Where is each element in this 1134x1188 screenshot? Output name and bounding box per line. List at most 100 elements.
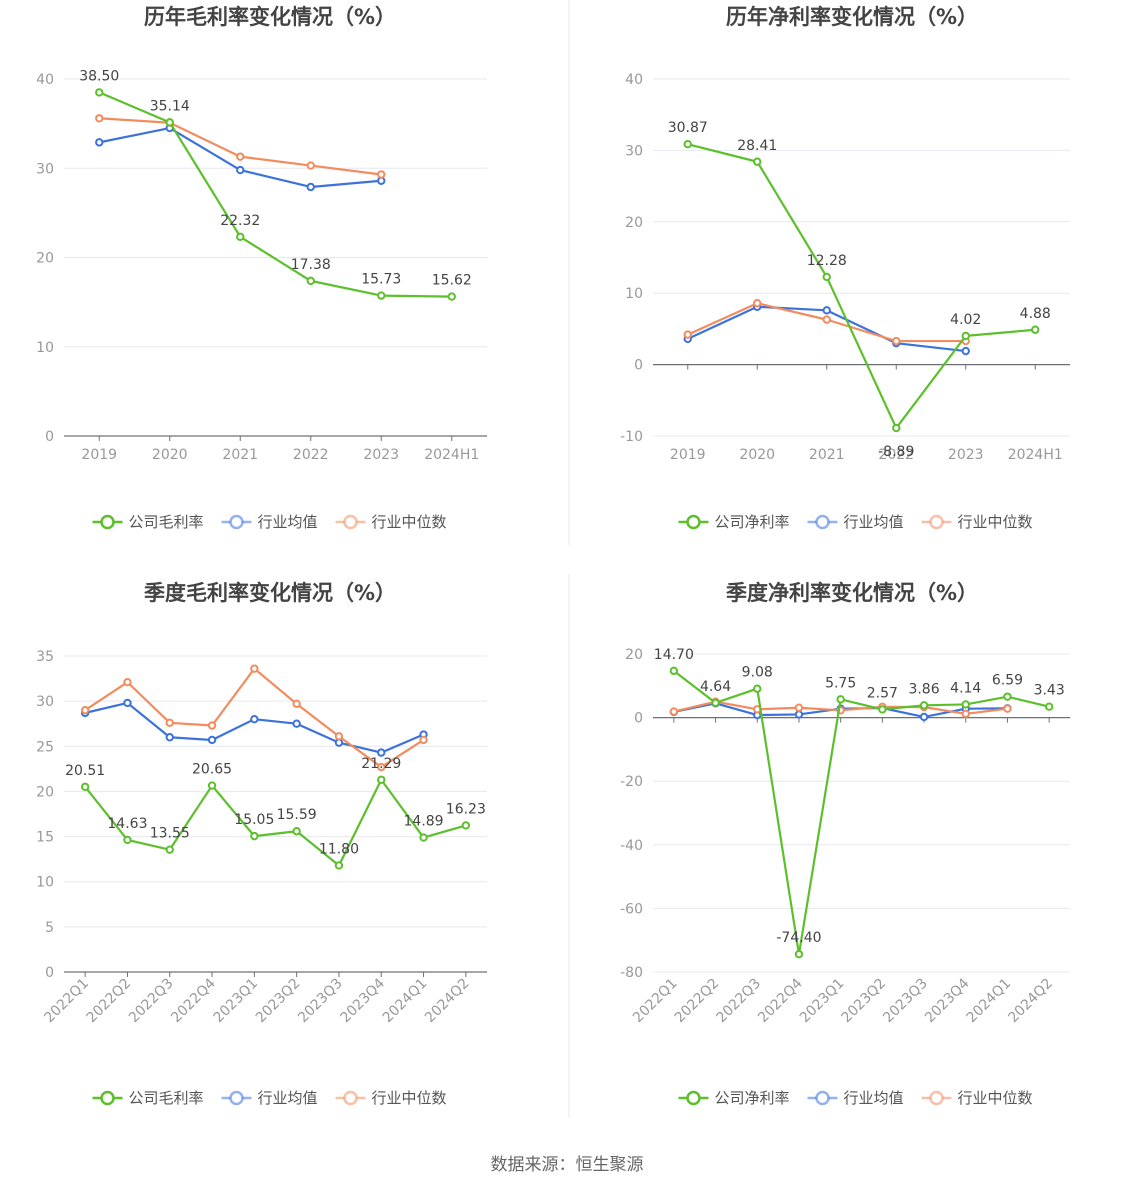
- legend-item-3: 行业中位数: [921, 1089, 1033, 1107]
- x-tick-label: 2022Q4: [755, 975, 806, 1026]
- data-point: [683, 330, 692, 339]
- y-tick-label: 10: [36, 340, 54, 356]
- x-tick-label: 2023Q3: [295, 976, 346, 1027]
- data-point: [236, 165, 245, 175]
- data-point: [377, 775, 386, 784]
- data-label: 14.70: [654, 647, 694, 663]
- x-tick-label: 2024Q1: [964, 976, 1015, 1027]
- x-tick-label: 2023: [948, 447, 984, 463]
- data-point: [123, 835, 132, 845]
- data-label: 17.38: [291, 257, 331, 273]
- chart-panel-2: 历年净利率变化情况（%） -10 0 10 20 30 40 2019 2020 2021 2022…: [620, 5, 1070, 531]
- data-label: 4.02: [950, 312, 981, 328]
- x-tick-label: 2023Q2: [839, 976, 890, 1027]
- legend-swatch-marker: [100, 514, 115, 530]
- x-tick-label: 2023Q3: [880, 976, 931, 1027]
- data-point: [794, 703, 804, 712]
- legend-item-2: 行业均值: [807, 1089, 904, 1107]
- data-point: [822, 315, 831, 324]
- y-tick-label: 10: [625, 286, 643, 302]
- data-point: [123, 677, 132, 687]
- y-tick-label: -20: [620, 774, 643, 790]
- legend-item-1: 公司毛利率: [92, 1089, 204, 1107]
- data-label: 14.63: [107, 816, 147, 832]
- data-label: 15.73: [361, 272, 401, 288]
- legend-item-3: 行业中位数: [335, 513, 447, 531]
- data-point: [794, 710, 804, 719]
- y-tick-label: -40: [620, 838, 643, 854]
- data-point: [961, 709, 970, 718]
- legend-item-2: 行业均值: [221, 1089, 318, 1107]
- legend-item-2: 行业均值: [807, 513, 904, 531]
- data-point: [377, 291, 386, 300]
- data-point: [822, 272, 831, 282]
- y-tick-label: 15: [36, 830, 54, 846]
- legend: 公司毛利率 行业均值 行业中位数: [92, 1089, 447, 1107]
- x-tick-label: 2021: [809, 447, 845, 463]
- data-point: [95, 138, 104, 147]
- series-line-2: [84, 701, 424, 754]
- x-tick-label: 2023: [363, 447, 399, 463]
- chart-title: 季度净利率变化情况（%）: [726, 581, 978, 605]
- legend: 公司净利率 行业均值 行业中位数: [678, 513, 1033, 531]
- legend-swatch-marker: [229, 1090, 244, 1106]
- data-point: [207, 721, 217, 730]
- x-tick-label: 2022Q2: [84, 976, 135, 1027]
- data-point: [236, 152, 245, 161]
- data-label: 28.41: [737, 138, 777, 154]
- legend: 公司净利率 行业均值 行业中位数: [678, 1089, 1033, 1107]
- data-label: 3.43: [1034, 683, 1065, 699]
- legend-item-1: 公司净利率: [678, 513, 790, 531]
- data-point: [794, 949, 804, 959]
- data-point: [80, 782, 90, 792]
- legend-label: 行业中位数: [372, 1089, 447, 1107]
- data-point: [892, 336, 901, 346]
- x-tick-label: 2020: [152, 447, 188, 463]
- legend-swatch-marker: [929, 1090, 944, 1106]
- data-point: [892, 423, 901, 433]
- data-point: [878, 705, 887, 714]
- data-point: [1044, 702, 1054, 711]
- data-point: [165, 845, 174, 854]
- data-point: [753, 298, 762, 308]
- y-tick-label: 10: [36, 875, 54, 891]
- data-point: [836, 695, 845, 704]
- x-tick-label: 2023Q1: [797, 976, 848, 1027]
- x-tick-label: 2022: [293, 447, 329, 463]
- data-label: 21.29: [361, 756, 401, 772]
- y-tick-label: 30: [36, 161, 54, 177]
- legend-swatch-marker: [100, 1090, 115, 1106]
- legend-label: 行业均值: [844, 513, 904, 531]
- chart-panel-4: 季度净利率变化情况（%）-80-60-40-200202022Q12022Q22…: [620, 581, 1070, 1107]
- data-point: [165, 718, 174, 728]
- x-tick-label: 2022Q2: [672, 976, 723, 1027]
- y-tick-label: 40: [36, 72, 54, 88]
- data-label: 16.23: [446, 801, 486, 817]
- legend-label: 公司毛利率: [129, 1089, 204, 1107]
- x-tick-label: 2019: [81, 447, 117, 463]
- data-point: [753, 157, 762, 166]
- y-tick-label: 5: [45, 920, 54, 936]
- data-point: [123, 698, 132, 708]
- legend-swatch-marker: [815, 1090, 830, 1106]
- x-tick-label: 2021: [222, 447, 258, 463]
- x-tick-label: 2024Q1: [380, 976, 431, 1027]
- y-tick-label: 25: [36, 739, 54, 755]
- legend-item-3: 行业中位数: [335, 1089, 447, 1107]
- data-point: [306, 161, 315, 170]
- data-label: 4.64: [700, 679, 731, 695]
- y-tick-label: 0: [45, 429, 54, 445]
- legend-swatch-marker: [929, 514, 944, 530]
- y-tick-label: 30: [36, 694, 54, 710]
- data-label: -74.40: [776, 930, 821, 946]
- y-tick-label: 30: [625, 143, 643, 159]
- legend-item-2: 行业均值: [221, 513, 318, 531]
- legend-label: 行业均值: [258, 513, 318, 531]
- y-tick-label: -80: [620, 965, 643, 981]
- data-label: 15.05: [234, 812, 274, 828]
- legend: 公司毛利率 行业均值 行业中位数: [92, 513, 447, 531]
- legend-label: 行业均值: [844, 1089, 904, 1107]
- series-line-1: [673, 669, 1050, 956]
